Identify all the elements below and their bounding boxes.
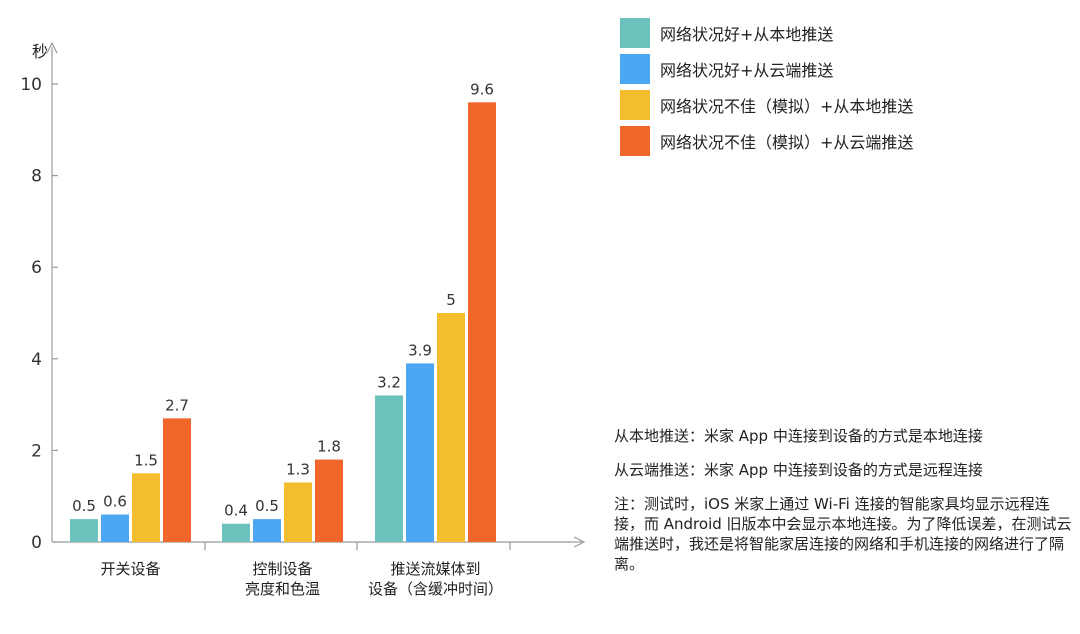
y-tick-label: 6: [31, 258, 42, 278]
bar-chart: 秒 0 2 4 6 8 10 0.5 0.4 3.2 0.6 0.5 3.9 1.5 1.3 5 2.7 1.8 9…: [20, 41, 586, 598]
bar: [70, 519, 98, 542]
legend-item: 网络状况不佳（模拟）+从本地推送: [620, 88, 913, 122]
legend-swatch: [620, 90, 650, 120]
y-axis-arrow: [46, 41, 58, 54]
x-category-label: 开关设备: [100, 560, 160, 578]
bar-value-label: 1.3: [286, 460, 310, 478]
bar: [375, 395, 403, 542]
bar-value-label: 0.6: [103, 493, 127, 511]
legend: 网络状况好+从本地推送 网络状况好+从云端推送网络状况不佳（模拟）+从本地推送 网络…: [620, 16, 913, 160]
y-tick-label: 2: [31, 441, 42, 461]
bar: [163, 418, 191, 542]
note-footnote: 注：测试时，iOS 米家上通过 Wi-Fi 连接的智能家具均显示远程连接，而 A…: [614, 495, 1072, 573]
x-category-label: 推送流媒体到: [390, 560, 480, 578]
legend-label: 网络状况好+从本地推送: [660, 25, 834, 44]
x-category-label: 控制设备: [252, 560, 312, 578]
bar-value-label: 0.4: [224, 502, 248, 520]
x-axis-arrow: [573, 536, 586, 548]
bar-value-label: 1.5: [134, 451, 158, 469]
y-tick-label: 10: [20, 75, 42, 95]
bar-value-label: 3.2: [377, 373, 401, 391]
legend-item: 网络状况不佳（模拟）+从云端推送: [620, 124, 913, 158]
legend-item: 网络状况好+从本地推送: [620, 16, 913, 50]
y-axis-label: 秒: [32, 42, 48, 61]
bar-value-label: 3.9: [408, 341, 432, 359]
y-tick-label: 0: [31, 533, 42, 553]
y-tick-label: 4: [31, 350, 42, 370]
legend-item: 网络状况好+从云端推送: [620, 52, 913, 86]
bar: [101, 514, 129, 542]
note-cloud-definition: 从云端推送：米家 App 中连接到设备的方式是远程连接: [614, 461, 983, 479]
bar-value-label: 1.8: [317, 438, 341, 456]
legend-label: 网络状况不佳（模拟）+从云端推送: [660, 133, 914, 152]
note-local-definition: 从本地推送：米家 App 中连接到设备的方式是本地连接: [614, 427, 983, 445]
bar: [284, 482, 312, 542]
bar-value-label: 2.7: [165, 396, 189, 414]
bar: [406, 363, 434, 542]
bar: [315, 459, 343, 542]
notes: 从本地推送：米家 App 中连接到设备的方式是本地连接 从云端推送：米家 App…: [614, 426, 1076, 574]
bar-value-label: 0.5: [72, 497, 96, 515]
x-category-label: 设备（含缓冲时间）: [368, 580, 503, 598]
legend-swatch: [620, 54, 650, 84]
legend-label: 网络状况不佳（模拟）+从本地推送: [660, 97, 914, 116]
legend-swatch: [620, 18, 650, 48]
bar: [222, 523, 250, 542]
bar: [437, 313, 465, 542]
bar: [468, 102, 496, 542]
bar: [132, 473, 160, 542]
legend-swatch: [620, 126, 650, 156]
legend-label: 网络状况好+从云端推送: [660, 61, 834, 80]
bar-value-label: 0.5: [255, 497, 279, 515]
y-tick-label: 8: [31, 167, 42, 187]
bar-value-label: 5: [446, 291, 456, 309]
x-category-label: 亮度和色温: [245, 580, 320, 598]
bar: [253, 519, 281, 542]
bar-value-label: 9.6: [470, 80, 494, 98]
